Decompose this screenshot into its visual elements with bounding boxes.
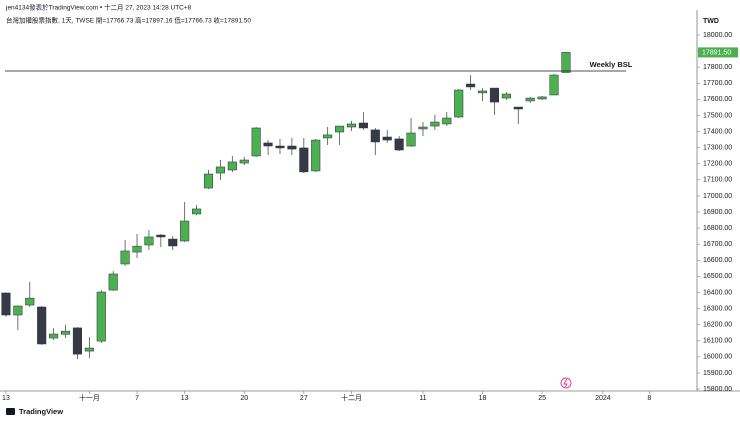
- header-author: jen4134發表於TradingView.com • 十二月 27, 2023…: [5, 3, 192, 12]
- y-tick-label: 16500.00: [703, 273, 732, 280]
- y-tick-label: 17200.00: [703, 161, 732, 168]
- candle-body: [263, 142, 273, 147]
- candle-body: [203, 173, 214, 189]
- y-tick-label: 17300.00: [703, 144, 732, 151]
- candle-body: [513, 106, 523, 110]
- candle-body: [25, 297, 35, 306]
- candle-body: [394, 138, 404, 151]
- candle-body: [275, 145, 285, 149]
- x-tick-label: 8: [647, 395, 651, 402]
- candle-body: [525, 97, 535, 102]
- candle-body: [323, 134, 333, 139]
- x-tick-label: 20: [240, 395, 248, 402]
- candle-body: [251, 127, 261, 157]
- x-tick-label: 13: [181, 395, 189, 402]
- y-tick-label: 15800.00: [703, 386, 732, 393]
- y-tick-label: 17000.00: [703, 193, 732, 200]
- candle-body: [108, 273, 118, 291]
- x-tick-label: 13: [2, 395, 10, 402]
- y-tick-label: 17400.00: [703, 128, 732, 135]
- candle-body: [358, 122, 368, 129]
- candle-body: [192, 208, 202, 215]
- x-tick-label: 7: [135, 395, 139, 402]
- candle-body: [144, 236, 154, 246]
- candle-body: [13, 305, 23, 316]
- y-tick-label: 16200.00: [703, 322, 732, 329]
- candle-body: [537, 96, 547, 100]
- x-tick-label: 25: [538, 395, 546, 402]
- y-tick-label: 15900.00: [703, 370, 732, 377]
- lightning-icon: [560, 377, 572, 389]
- candle-body: [477, 90, 488, 94]
- y-tick-label: 16100.00: [703, 338, 732, 345]
- watermark: TradingView: [19, 407, 63, 416]
- y-tick-label: 16600.00: [703, 257, 732, 264]
- candle-body: [287, 145, 297, 150]
- candle-body: [370, 129, 380, 143]
- y-tick-label: 16400.00: [703, 289, 732, 296]
- candle-body: [132, 245, 142, 253]
- candle-body: [1, 292, 11, 316]
- candle-body: [501, 93, 511, 99]
- candle-body: [239, 159, 249, 164]
- candle-body: [382, 136, 392, 141]
- y-tick-label: 17800.00: [703, 64, 732, 71]
- candle-body: [454, 89, 464, 118]
- y-tick-label: 17100.00: [703, 177, 732, 184]
- x-tick-label: 27: [300, 395, 308, 402]
- y-tick-label: 17700.00: [703, 80, 732, 87]
- candle-body: [466, 83, 476, 88]
- candle-body: [442, 117, 452, 125]
- candle-body: [418, 126, 428, 130]
- candle-body: [311, 139, 321, 172]
- currency: TWD: [703, 18, 719, 25]
- candle-body: [72, 327, 82, 355]
- candle-body: [335, 125, 345, 133]
- candle-body: [489, 87, 499, 103]
- y-tick-label: 18000.00: [703, 32, 732, 39]
- y-tick-label: 17500.00: [703, 112, 732, 119]
- header-ohlc: 台灣加權股票指數, 1天, TWSE 開=17766.73 高=17897.16…: [6, 16, 251, 25]
- candle-body: [84, 347, 94, 352]
- candle-body: [299, 147, 309, 173]
- candle-body: [406, 132, 416, 147]
- last-price-tag: [698, 47, 738, 58]
- x-tick-label: 11: [419, 395, 426, 402]
- candle-body: [227, 161, 237, 171]
- candle-body: [37, 306, 47, 345]
- logo: [6, 408, 15, 415]
- candle-body: [346, 123, 357, 128]
- x-tick-label: 2024: [595, 395, 611, 402]
- candle-body: [168, 238, 178, 247]
- candle-body: [430, 121, 440, 127]
- candle-body: [156, 234, 166, 238]
- x-tick-label: 十二月: [341, 393, 362, 402]
- candle-body: [120, 250, 130, 265]
- candle-body: [96, 291, 106, 342]
- candle-body: [180, 220, 190, 242]
- y-tick-label: 16700.00: [703, 241, 732, 248]
- y-tick-label: 17600.00: [703, 96, 732, 103]
- candle-body: [49, 333, 59, 339]
- y-tick-label: 16300.00: [703, 305, 732, 312]
- annotation-label: Weekly BSL: [590, 60, 633, 69]
- candle-body: [561, 52, 571, 73]
- candle-body: [215, 166, 225, 174]
- y-tick-label: 16900.00: [703, 209, 732, 216]
- candle-body: [60, 330, 71, 335]
- x-tick-label: 18: [479, 395, 487, 402]
- last-price-label: 17891.50: [702, 49, 731, 56]
- y-tick-label: 16800.00: [703, 225, 732, 232]
- candle-body: [549, 74, 559, 96]
- x-tick-label: 十一月: [79, 393, 100, 402]
- y-tick-label: 16000.00: [703, 354, 732, 361]
